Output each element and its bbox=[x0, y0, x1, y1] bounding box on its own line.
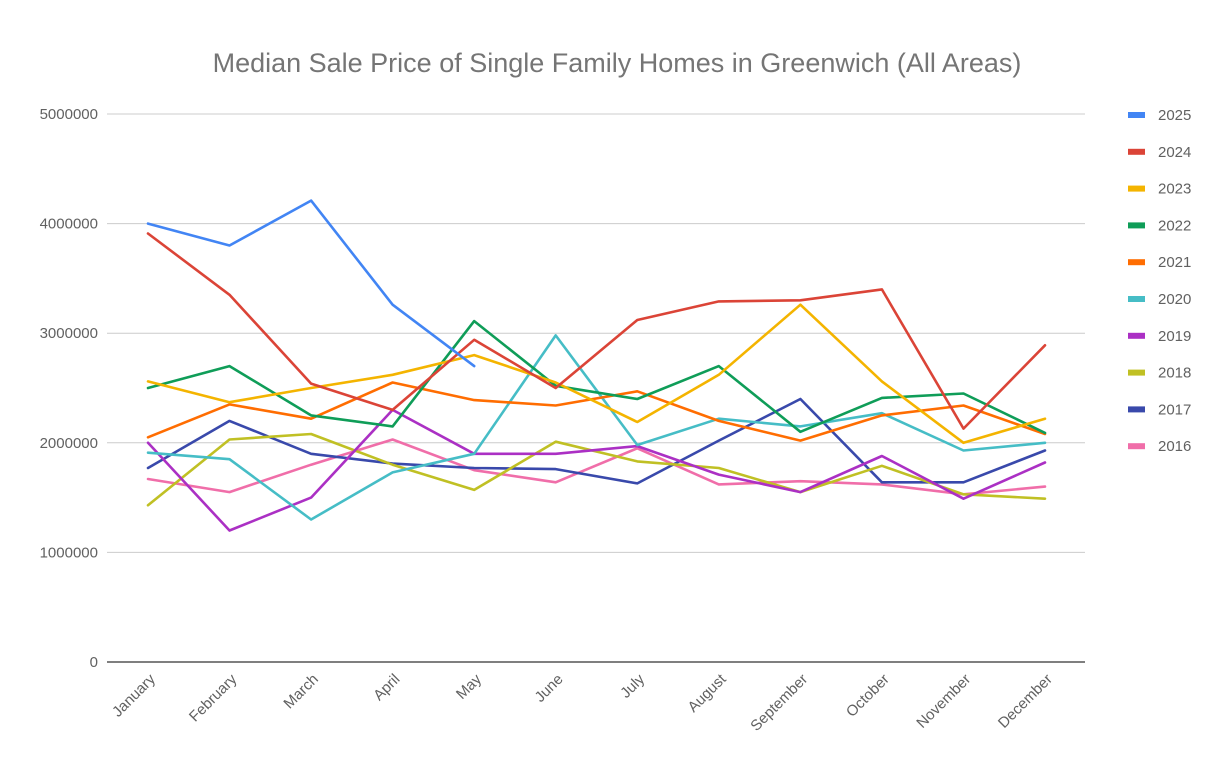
x-axis: January February March April May June July Augu… bbox=[109, 670, 1056, 734]
legend-swatch-2021 bbox=[1128, 259, 1145, 266]
x-tick-label: June bbox=[532, 671, 567, 706]
series-line-2018 bbox=[146, 432, 1047, 507]
legend-swatch-2024 bbox=[1128, 148, 1145, 155]
y-tick-label: 1000000 bbox=[40, 544, 98, 561]
legend-label-2018: 2018 bbox=[1158, 365, 1191, 382]
legend-swatch-2022 bbox=[1128, 222, 1145, 229]
series-lines bbox=[146, 199, 1047, 532]
legend-label-2016: 2016 bbox=[1158, 438, 1191, 455]
legend-swatch-2018 bbox=[1128, 369, 1145, 376]
legend-swatch-2017 bbox=[1128, 406, 1145, 413]
legend: 2025 2024 2023 2022 2021 2020 2019 2018 2017 2016 bbox=[1128, 107, 1191, 455]
x-tick-label: January bbox=[109, 670, 159, 720]
legend-label-2022: 2022 bbox=[1158, 217, 1191, 234]
y-tick-label: 4000000 bbox=[40, 216, 98, 233]
legend-swatch-2023 bbox=[1128, 185, 1145, 192]
series-line-2019 bbox=[146, 408, 1047, 532]
y-tick-label: 3000000 bbox=[40, 325, 98, 342]
series-line-2016 bbox=[146, 438, 1047, 496]
x-tick-label: September bbox=[747, 671, 811, 735]
legend-label-2024: 2024 bbox=[1158, 144, 1191, 161]
x-tick-label: May bbox=[453, 670, 485, 702]
legend-swatch-2025 bbox=[1128, 112, 1145, 118]
legend-swatch-2016 bbox=[1128, 443, 1145, 450]
y-tick-label: 5000000 bbox=[40, 106, 98, 123]
legend-label-2025: 2025 bbox=[1158, 107, 1191, 124]
series-line-2022 bbox=[146, 319, 1047, 435]
x-tick-label: July bbox=[617, 670, 648, 701]
x-tick-label: February bbox=[186, 670, 241, 725]
legend-label-2021: 2021 bbox=[1158, 254, 1191, 271]
y-tick-label: 2000000 bbox=[40, 435, 98, 452]
y-axis: 0 1000000 2000000 3000000 4000000 5000000 bbox=[40, 106, 98, 671]
series-line-2024 bbox=[146, 232, 1047, 430]
x-tick-label: November bbox=[913, 671, 974, 732]
x-tick-label: December bbox=[995, 671, 1056, 732]
x-tick-label: October bbox=[843, 671, 893, 721]
legend-swatch-2019 bbox=[1128, 332, 1145, 339]
legend-label-2020: 2020 bbox=[1158, 291, 1191, 308]
x-tick-label: March bbox=[280, 671, 321, 712]
legend-label-2019: 2019 bbox=[1158, 328, 1191, 345]
series-line-2020 bbox=[146, 334, 1047, 521]
series-line-2017 bbox=[146, 397, 1047, 485]
y-tick-label: 0 bbox=[90, 654, 98, 671]
legend-label-2023: 2023 bbox=[1158, 181, 1191, 198]
series-line-2025 bbox=[146, 199, 476, 368]
x-tick-label: August bbox=[685, 670, 731, 716]
legend-label-2017: 2017 bbox=[1158, 401, 1191, 418]
series-line-2021 bbox=[146, 381, 1047, 442]
chart-title: Median Sale Price of Single Family Homes… bbox=[213, 48, 1022, 78]
series-line-2023 bbox=[146, 303, 1047, 445]
x-tick-label: April bbox=[370, 671, 403, 704]
legend-swatch-2020 bbox=[1128, 296, 1145, 302]
